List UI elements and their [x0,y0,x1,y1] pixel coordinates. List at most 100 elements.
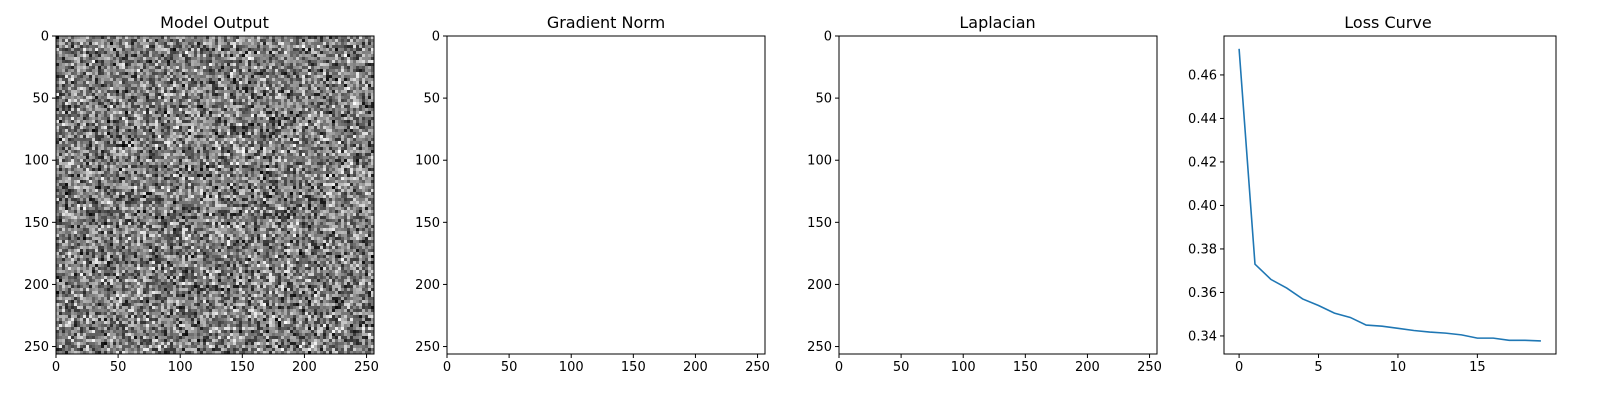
noise-pixel [137,165,141,169]
noise-pixel [182,105,186,109]
noise-pixel [86,156,90,160]
noise-pixel [302,81,306,85]
noise-pixel [74,51,78,55]
noise-pixel [341,90,345,94]
noise-pixel [371,87,375,91]
noise-pixel [344,54,348,58]
noise-pixel [107,75,111,79]
noise-pixel [254,105,258,109]
noise-pixel [314,141,318,145]
noise-pixel [110,69,114,73]
noise-pixel [92,105,96,109]
noise-pixel [107,57,111,61]
noise-pixel [233,111,237,115]
noise-pixel [362,123,366,127]
noise-pixel [80,48,84,52]
noise-pixel [146,87,150,91]
noise-pixel [305,138,309,142]
noise-pixel [161,108,165,112]
noise-pixel [308,117,312,121]
noise-pixel [131,126,135,130]
noise-pixel [242,60,246,64]
noise-pixel [224,132,228,136]
noise-pixel [356,114,360,118]
noise-pixel [59,48,63,52]
noise-pixel [323,141,327,145]
noise-pixel [170,135,174,139]
noise-pixel [263,135,267,139]
noise-pixel [107,141,111,145]
noise-pixel [209,39,213,43]
noise-pixel [86,51,90,55]
noise-pixel [176,81,180,85]
noise-pixel [95,60,99,64]
noise-pixel [368,69,372,73]
noise-pixel [335,132,339,136]
noise-pixel [236,102,240,106]
noise-pixel [278,81,282,85]
noise-pixel [368,63,372,67]
noise-pixel [179,87,183,91]
noise-pixel [59,171,63,175]
noise-pixel [242,147,246,151]
noise-pixel [299,60,303,64]
noise-pixel [116,108,120,112]
noise-pixel [371,144,375,148]
noise-pixel [257,42,261,46]
noise-pixel [173,60,177,64]
noise-pixel [56,96,60,100]
noise-pixel [239,126,243,130]
noise-pixel [128,51,132,55]
noise-pixel [191,51,195,55]
noise-pixel [200,174,204,178]
noise-pixel [278,114,282,118]
noise-pixel [137,66,141,70]
noise-pixel [272,60,276,64]
noise-pixel [161,165,165,169]
noise-pixel [86,48,90,52]
noise-pixel [356,63,360,67]
noise-pixel [167,174,171,178]
noise-pixel [239,132,243,136]
noise-pixel [347,81,351,85]
noise-pixel [245,132,249,136]
noise-pixel [275,69,279,73]
noise-pixel [323,36,327,40]
noise-pixel [296,168,300,172]
noise-pixel [260,96,264,100]
noise-pixel [320,162,324,166]
noise-pixel [338,99,342,103]
noise-pixel [353,171,357,175]
noise-pixel [335,36,339,40]
noise-pixel [158,162,162,166]
noise-pixel [122,174,126,178]
noise-pixel [290,102,294,106]
noise-pixel [359,132,363,136]
noise-pixel [212,60,216,64]
noise-pixel [299,72,303,76]
noise-pixel [83,111,87,115]
noise-pixel [209,126,213,130]
noise-pixel [152,147,156,151]
noise-pixel [185,120,189,124]
noise-pixel [236,87,240,91]
noise-pixel [287,153,291,157]
noise-pixel [350,57,354,61]
noise-pixel [155,132,159,136]
noise-pixel [71,159,75,163]
noise-pixel [191,39,195,43]
noise-pixel [329,144,333,148]
noise-pixel [275,126,279,130]
noise-pixel [137,150,141,154]
noise-pixel [74,171,78,175]
noise-pixel [302,42,306,46]
noise-pixel [77,144,81,148]
noise-pixel [191,84,195,88]
noise-pixel [68,117,72,121]
noise-pixel [344,69,348,73]
noise-pixel [326,141,330,145]
noise-pixel [335,123,339,127]
noise-pixel [323,159,327,163]
noise-pixel [80,174,84,178]
noise-pixel [251,159,255,163]
